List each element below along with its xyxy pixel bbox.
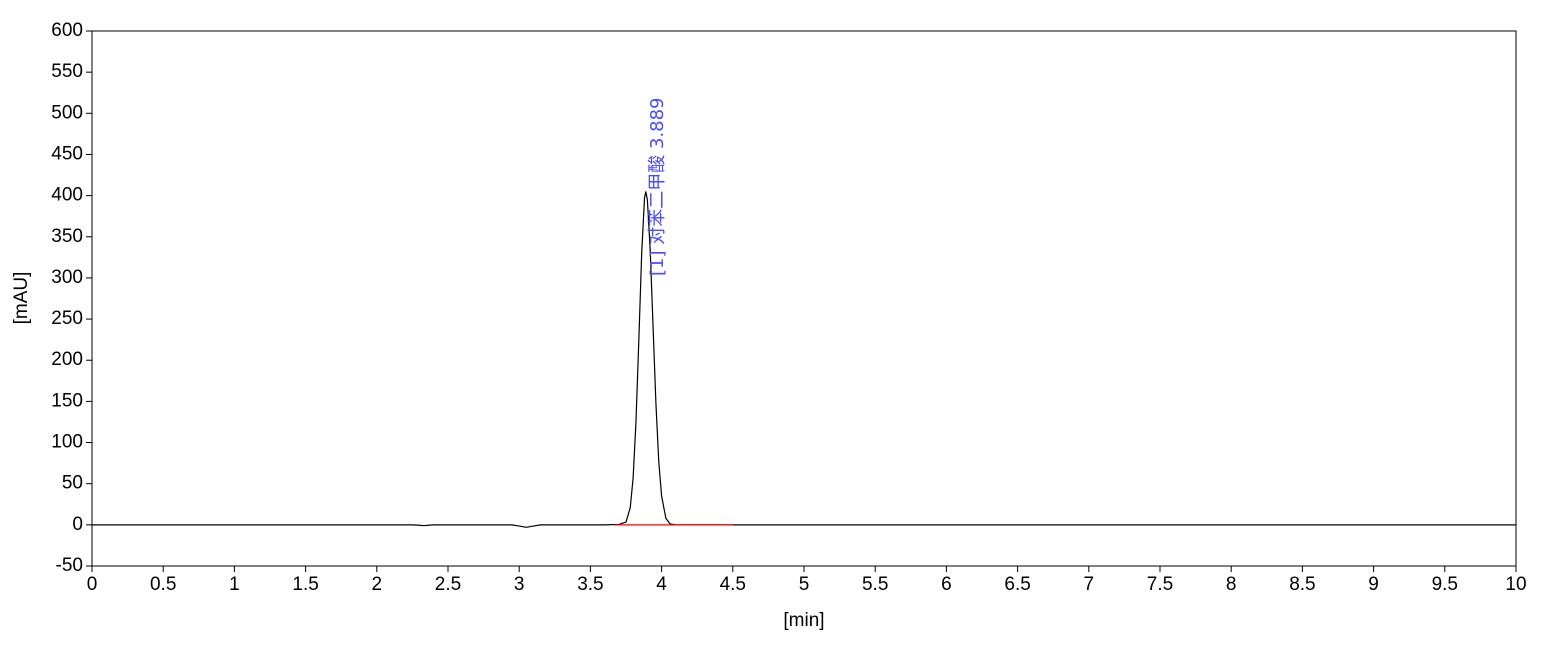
x-tick-label: 5 — [799, 574, 810, 595]
x-tick-label: 8 — [1226, 574, 1237, 595]
y-tick-label: 450 — [51, 143, 83, 164]
y-tick-label: 400 — [51, 185, 83, 206]
x-tick-label: 9 — [1368, 574, 1379, 595]
x-tick-label: 3 — [514, 574, 525, 595]
y-tick-label: -50 — [56, 555, 83, 576]
x-axis-label: [min] — [783, 610, 824, 631]
y-tick-label: 300 — [51, 267, 83, 288]
x-tick-label: 5.5 — [862, 574, 888, 595]
x-tick-label: 2 — [372, 574, 383, 595]
x-tick-label: 2.5 — [435, 574, 461, 595]
x-tick-label: 1.5 — [292, 574, 318, 595]
x-tick-label: 8.5 — [1289, 574, 1315, 595]
x-tick-label: 0 — [87, 574, 98, 595]
x-tick-label: 7 — [1084, 574, 1095, 595]
y-tick-label: 150 — [51, 390, 83, 411]
x-tick-label: 6.5 — [1004, 574, 1030, 595]
x-tick-label: 7.5 — [1147, 574, 1173, 595]
plot-frame — [91, 30, 1517, 567]
x-tick-label: 1 — [229, 574, 240, 595]
x-tick-label: 4.5 — [720, 574, 746, 595]
x-tick-label: 3.5 — [577, 574, 603, 595]
y-tick-label: 200 — [51, 349, 83, 370]
peak-annotation: [1] 对苯二甲酸 3.889 — [647, 98, 668, 276]
y-tick-label: 500 — [51, 102, 83, 123]
x-tick-label: 9.5 — [1432, 574, 1458, 595]
x-tick-label: 4 — [656, 574, 667, 595]
x-tick-label: 0.5 — [150, 574, 176, 595]
y-tick-label: 350 — [51, 226, 83, 247]
x-tick-label: 6 — [941, 574, 952, 595]
y-tick-label: 600 — [51, 20, 83, 41]
y-tick-label: 0 — [72, 514, 83, 535]
y-tick-label: 50 — [62, 473, 83, 494]
y-tick-label: 100 — [51, 432, 83, 453]
series-line — [92, 191, 1516, 528]
x-tick-label: 10 — [1505, 574, 1526, 595]
y-axis-label: [mAU] — [11, 272, 32, 325]
y-tick-label: 550 — [51, 61, 83, 82]
y-tick-label: 250 — [51, 308, 83, 329]
